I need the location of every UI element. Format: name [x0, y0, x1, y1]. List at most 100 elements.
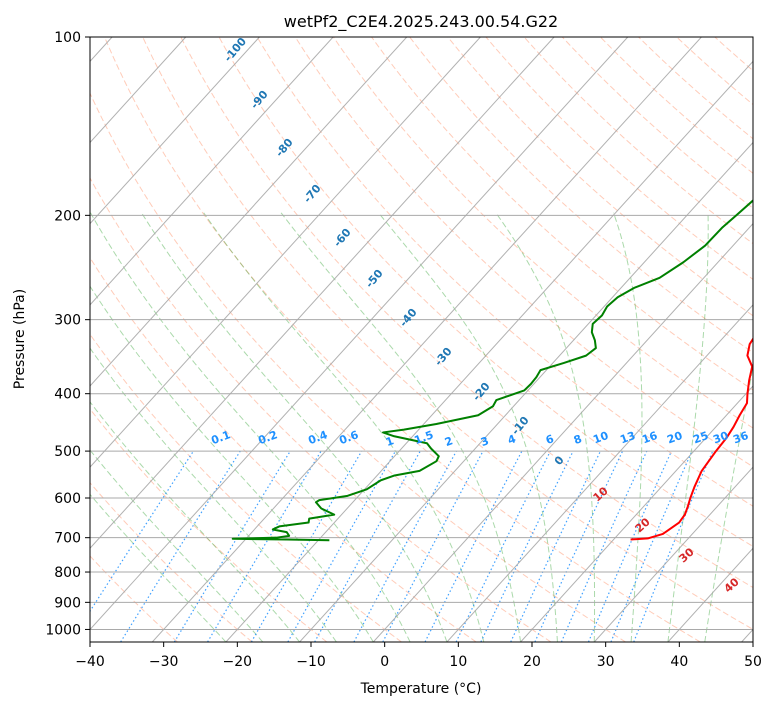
- dry-adiabat: [600, 37, 753, 174]
- y-tick-label: 500: [54, 444, 81, 460]
- y-tick-label: 300: [54, 313, 81, 329]
- isotherm-gridline: [520, 385, 753, 642]
- mixing-ratio-line: [510, 450, 602, 642]
- x-tick-label: 40: [670, 654, 688, 670]
- x-tick-label: 20: [523, 654, 541, 670]
- dry-adiabat: [523, 37, 753, 245]
- x-tick-label: 30: [597, 654, 615, 670]
- dry-adiabat: [561, 37, 753, 209]
- dry-adiabat: [485, 37, 753, 281]
- mixing-ratio-label: 30: [711, 429, 730, 447]
- y-axis-label: Pressure (hPa): [12, 289, 28, 389]
- mixing-ratio-label: 0.1: [209, 428, 232, 447]
- dry-adiabat: [90, 408, 328, 642]
- mixing-ratio-line: [534, 450, 624, 642]
- y-tick-label: 100: [54, 30, 81, 46]
- isotherm-gridline: [446, 304, 753, 642]
- moist-adiabat: [90, 347, 337, 642]
- mixing-ratio-line: [207, 450, 322, 642]
- dry-adiabat: [90, 333, 402, 642]
- isotherm-gridline: [372, 222, 753, 642]
- chart-title: wetPf2_C2E4.2025.243.00.54.G22: [284, 12, 558, 32]
- y-tick-label: 200: [54, 208, 81, 224]
- profile-lines: [231, 199, 753, 542]
- isotherm-gridline: [90, 37, 334, 306]
- dry-adiabat: [371, 37, 753, 391]
- mixing-ratio-label: 10: [591, 429, 610, 447]
- mixing-ratio-line: [480, 450, 574, 642]
- x-tick-label: −40: [75, 654, 105, 670]
- x-axis-ticks: −40 −30 −20 −10 0 10 20 30 40 50: [75, 642, 762, 670]
- dry-adiabat: [90, 92, 626, 642]
- x-axis-label: Temperature (°C): [360, 681, 482, 697]
- x-tick-label: −10: [296, 654, 326, 670]
- isotherm-gridline: [90, 37, 408, 387]
- moist-adiabat: [280, 212, 522, 642]
- mixing-ratio-line: [173, 450, 291, 642]
- temperature-line: [630, 337, 753, 541]
- x-tick-label: 10: [449, 654, 467, 670]
- mixing-ratio-line: [250, 450, 363, 642]
- dry-adiabat: [90, 481, 253, 642]
- isotherm-gridline: [151, 37, 702, 642]
- dry-adiabat: [409, 37, 753, 354]
- dry-adiabat: [180, 37, 753, 589]
- dry-adiabat: [142, 37, 753, 631]
- isotherm-gridline: [299, 141, 753, 642]
- dry-adiabat: [638, 37, 753, 140]
- moist-adiabat: [613, 212, 643, 642]
- mixing-ratio-label: 2: [443, 434, 455, 449]
- mixing-ratio-line: [353, 450, 457, 642]
- dry-adiabat: [104, 37, 701, 642]
- grid-lines: [90, 37, 753, 642]
- moist-adiabat: [90, 449, 264, 642]
- plot-frame: [89, 36, 754, 643]
- mixing-ratio-line: [610, 450, 693, 642]
- mixing-ratio-line: [90, 450, 194, 613]
- isotherm-gridline: [90, 37, 260, 225]
- mixing-ratio-label: 36: [731, 429, 750, 447]
- isotherm-gridline: [593, 466, 753, 642]
- mixing-ratio-label: 3: [479, 434, 491, 449]
- mixing-ratio-label: 8: [572, 432, 584, 447]
- mixing-ratio-label: 1.5: [412, 428, 435, 447]
- x-tick-label: 50: [744, 654, 762, 670]
- y-tick-label: 600: [54, 491, 81, 507]
- dry-adiabat: [90, 256, 477, 642]
- mixing-ratio-label: 16: [640, 429, 659, 447]
- background-lines: [90, 37, 753, 642]
- mixing-ratio-label: 13: [618, 429, 637, 446]
- mixing-ratio-line: [314, 450, 421, 642]
- isotherm-gridline: [225, 60, 753, 642]
- dry-adiabat: [332, 37, 753, 429]
- mixing-ratio-label: 6: [544, 432, 556, 447]
- y-tick-label: 900: [54, 595, 81, 611]
- dewpoint-line: [231, 199, 753, 542]
- y-tick-label: 1000: [45, 622, 81, 638]
- mixing-ratio-label: 20: [665, 429, 684, 447]
- mixing-ratio-label: 0.6: [337, 428, 360, 447]
- moist-adiabat: [90, 401, 300, 642]
- x-tick-label: −20: [223, 654, 253, 670]
- dry-adiabat: [256, 37, 753, 507]
- y-tick-label: 800: [54, 565, 81, 581]
- mixing-ratio-label: 0.4: [306, 428, 329, 447]
- isotherm-gridline: [90, 37, 629, 631]
- mixing-ratio-line: [560, 450, 648, 642]
- mixing-ratio-line: [455, 450, 551, 642]
- mixing-ratio-line: [287, 450, 396, 642]
- isotherm-gridline: [90, 37, 187, 144]
- y-axis-ticks: 100 200 300 400 500 600 700 800 900 1000: [45, 30, 90, 638]
- x-tick-label: −30: [149, 654, 179, 670]
- isotherm-gridline: [90, 37, 555, 550]
- isotherm-gridline: [90, 37, 481, 468]
- mixing-ratio-label: 0.2: [256, 428, 279, 447]
- mixing-ratio-line: [120, 450, 241, 642]
- moist-adiabat: [90, 493, 227, 642]
- moist-adiabat: [141, 212, 448, 642]
- y-tick-label: 700: [54, 531, 81, 547]
- y-tick-label: 400: [54, 387, 81, 403]
- mixing-ratio-label: 25: [691, 429, 710, 446]
